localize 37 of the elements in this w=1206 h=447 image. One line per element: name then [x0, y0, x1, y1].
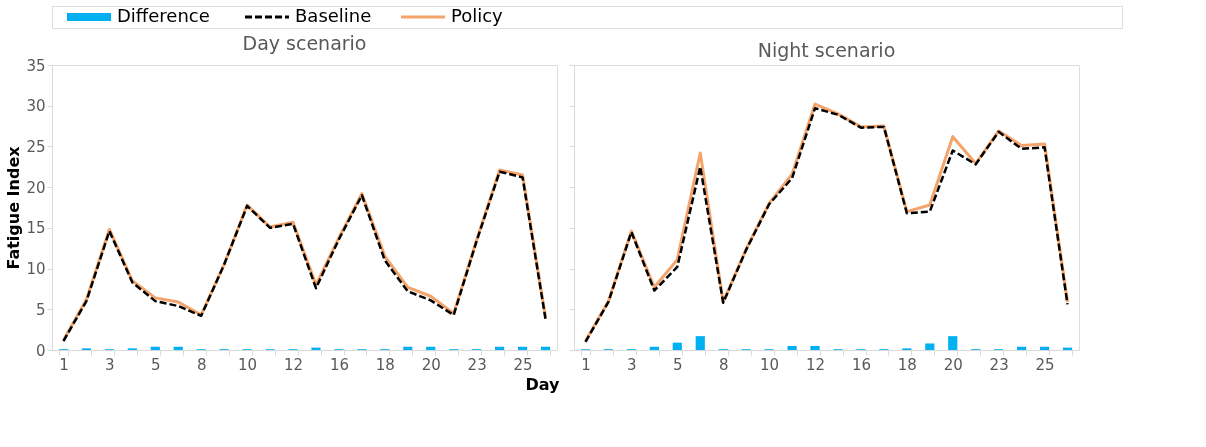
x-tick-label: 18 [897, 355, 917, 374]
y-tick-label: 20 [26, 178, 46, 197]
y-tick-label: 10 [26, 260, 46, 279]
x-tick-label: 12 [805, 355, 826, 374]
x-tick-label: 18 [375, 355, 395, 374]
y-tick-label: 35 [26, 56, 46, 75]
x-tick-label: 3 [627, 355, 637, 374]
x-tick-label: 20 [421, 355, 441, 374]
x-tick-label: 8 [718, 355, 729, 374]
x-tick-label: 5 [673, 355, 683, 374]
x-axis-title: Day [525, 374, 561, 394]
y-tick-label: 30 [26, 97, 46, 116]
y-axis-title: Fatigue Index [4, 145, 24, 270]
x-tick-label: 5 [151, 355, 161, 374]
legend-label: Difference [117, 5, 210, 26]
x-tick-label: 12 [283, 355, 304, 374]
x-tick-label: 1 [59, 355, 69, 374]
x-tick-label: 25 [513, 355, 533, 374]
y-tick-label: 25 [26, 137, 46, 156]
x-tick-label: 16 [851, 355, 871, 374]
x-tick-label: 10 [238, 355, 258, 374]
y-tick-label: 5 [35, 300, 46, 319]
y-tick-label: 0 [35, 341, 46, 360]
x-tick-label: 16 [329, 355, 349, 374]
x-tick-label: 23 [467, 355, 487, 374]
y-tick-label: 15 [26, 219, 46, 238]
x-tick-label: 23 [989, 355, 1009, 374]
x-tick-label: 10 [760, 355, 780, 374]
x-tick-label: 25 [1035, 355, 1055, 374]
legend-label: Baseline [295, 5, 372, 26]
x-tick-label: 3 [105, 355, 115, 374]
x-tick-label: 8 [196, 355, 207, 374]
x-tick-label: 20 [943, 355, 963, 374]
legend-label: Policy [451, 5, 504, 26]
chart-title: Day scenario [242, 32, 367, 54]
chart-title: Night scenario [757, 38, 896, 61]
x-tick-label: 1 [581, 355, 591, 374]
